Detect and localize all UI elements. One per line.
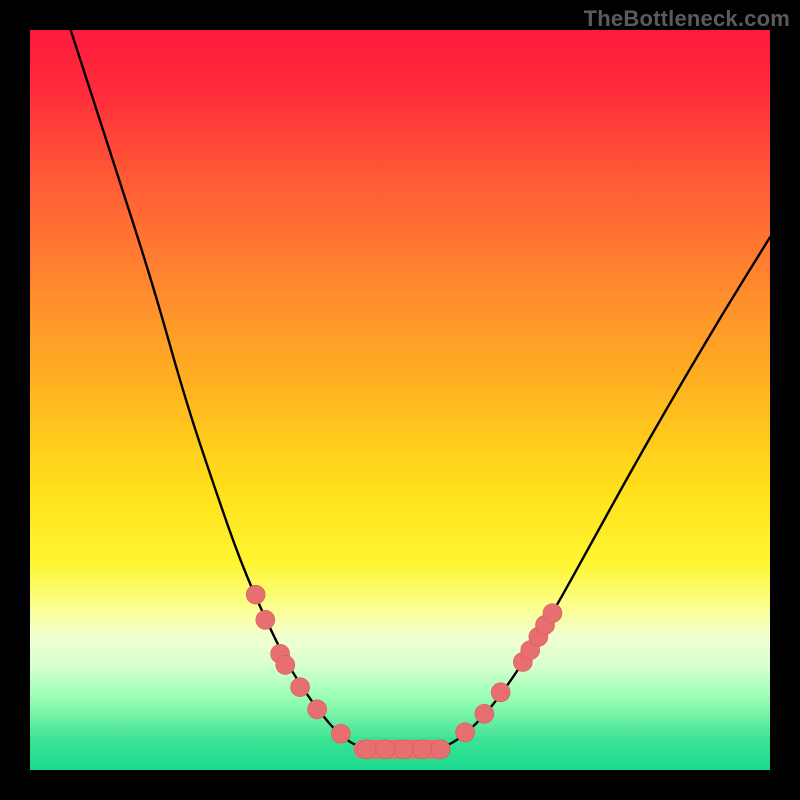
marker-point	[256, 610, 275, 629]
marker-point	[413, 740, 432, 759]
marker-point	[376, 740, 395, 759]
marker-point	[394, 740, 413, 759]
marker-point	[246, 585, 265, 604]
chart-stage: TheBottleneck.com	[0, 0, 800, 800]
marker-point	[308, 700, 327, 719]
marker-point	[543, 604, 562, 623]
marker-point	[491, 683, 510, 702]
marker-point	[475, 704, 494, 723]
marker-point	[291, 678, 310, 697]
marker-point	[456, 723, 475, 742]
plot-gradient	[30, 30, 770, 770]
marker-point	[331, 724, 350, 743]
watermark: TheBottleneck.com	[584, 6, 790, 32]
chart-svg	[0, 0, 800, 800]
marker-point	[431, 740, 450, 759]
marker-point	[276, 655, 295, 674]
marker-point	[357, 740, 376, 759]
